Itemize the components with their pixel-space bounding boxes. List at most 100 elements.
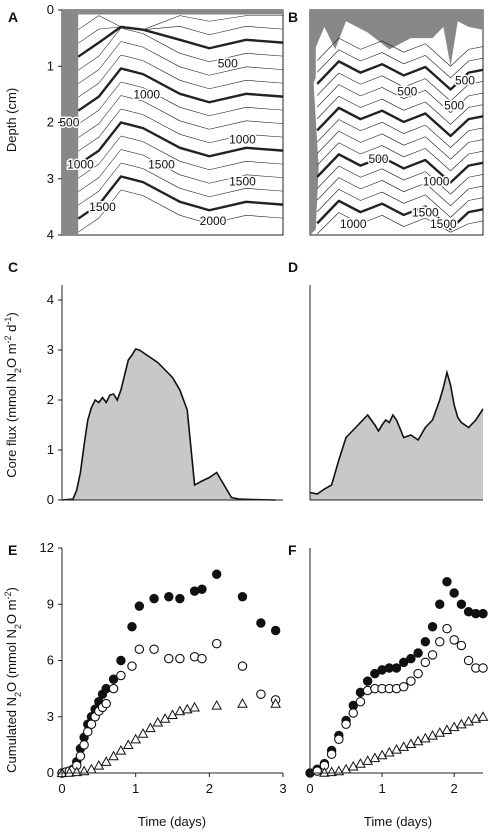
point-open-triangle: [159, 713, 171, 723]
point-open-triangle: [115, 744, 127, 755]
shaded-region: [62, 10, 79, 235]
point-filled-circle: [256, 618, 266, 628]
y-tick-label: 12: [40, 540, 54, 555]
point-open-circle: [175, 653, 185, 664]
point-open-triangle: [383, 746, 395, 757]
point-open-triangle: [362, 755, 374, 765]
shaded-region: [310, 10, 319, 235]
shaded-region: [310, 10, 483, 67]
point-filled-circle: [116, 655, 126, 666]
point-open-circle: [341, 719, 351, 729]
point-filled-circle: [270, 625, 281, 636]
y-tick-label: 0: [47, 492, 54, 507]
depth-axis-label: Depth (cm): [4, 88, 19, 152]
contour-line: [78, 189, 284, 233]
point-open-triangle: [130, 733, 142, 744]
x-tick-label: 2: [451, 781, 458, 796]
point-open-circle: [478, 663, 488, 673]
contour-label: 500: [444, 99, 464, 113]
contour-line: [316, 130, 484, 160]
point-filled-circle: [391, 663, 402, 673]
point-open-triangle: [145, 722, 156, 733]
point-open-triangle: [456, 718, 467, 729]
x-tick-label: 0: [306, 781, 313, 796]
contour-line-bold: [77, 121, 284, 166]
point-open-triangle: [398, 741, 410, 751]
point-open-triangle: [434, 727, 446, 737]
panel-label-d: D: [288, 259, 298, 275]
point-filled-circle: [134, 601, 145, 611]
x-tick-label: 1: [378, 781, 385, 796]
point-open-triangle: [391, 744, 402, 754]
point-open-triangle: [152, 716, 164, 727]
point-filled-circle: [237, 592, 248, 602]
x-tick-label: 3: [279, 781, 286, 796]
flux-line: [309, 369, 484, 495]
point-filled-circle: [449, 588, 459, 598]
contour-label: 1000: [229, 132, 256, 146]
axis-label-part: Core flux (mmol N: [4, 373, 19, 478]
contour-line: [78, 27, 284, 71]
flux-panel-c: 0 1 2 3 4: [47, 292, 276, 507]
x-tick-label: 1: [132, 781, 139, 796]
point-open-circle: [427, 650, 438, 660]
point-open-triangle: [93, 759, 105, 770]
point-filled-circle: [435, 599, 445, 609]
contour-line: [316, 49, 484, 79]
point-open-circle: [101, 698, 111, 709]
contour-label: 1500: [412, 206, 439, 220]
contour-line: [316, 188, 484, 218]
contour-label: 1500: [148, 158, 175, 172]
point-open-circle: [83, 726, 93, 737]
point-open-circle: [75, 751, 86, 761]
point-filled-circle: [149, 593, 159, 604]
point-open-triangle: [137, 728, 149, 738]
contour-label: 1000: [133, 87, 160, 101]
contour-line: [316, 84, 484, 114]
contour-line-bold: [316, 106, 484, 138]
point-filled-circle: [456, 599, 467, 609]
contour-line: [316, 165, 484, 195]
contour-panel-a: 500 1000 500 1000 1500 1000 1500 1500 2000 0 1 2 3 4: [47, 2, 284, 242]
y-tick-label: 0: [47, 765, 54, 780]
contour-label: 500: [368, 152, 388, 166]
flux-line: [61, 348, 276, 501]
point-open-triangle: [71, 766, 83, 777]
point-open-circle: [79, 740, 89, 750]
point-open-triangle: [405, 738, 417, 749]
axis-label-part: Cumulated N: [4, 697, 19, 773]
point-open-triangle: [319, 767, 330, 777]
point-open-circle: [348, 708, 358, 718]
contour-line: [78, 81, 284, 125]
contour-line: [316, 142, 484, 172]
panel-label-b: B: [288, 9, 298, 25]
point-open-circle: [406, 676, 416, 686]
flux-area: [62, 349, 276, 500]
contour-label: 1500: [430, 217, 457, 231]
contour-line: [78, 15, 283, 30]
contour-line: [78, 95, 284, 138]
point-open-circle: [420, 657, 431, 668]
point-filled-circle: [127, 622, 137, 632]
contour-line: [78, 135, 284, 179]
contour-line: [316, 177, 484, 207]
point-open-triangle: [122, 739, 134, 749]
y-tick-label: 0: [47, 2, 54, 17]
contour-label: 1500: [229, 175, 256, 189]
contour-label: 500: [455, 73, 475, 87]
point-open-circle: [86, 719, 97, 729]
contour-label: 1000: [67, 158, 94, 172]
contour-label: 1000: [423, 175, 450, 189]
point-open-triangle: [463, 715, 474, 726]
point-filled-circle: [362, 676, 373, 686]
point-filled-circle: [164, 592, 174, 602]
point-open-circle: [326, 749, 337, 759]
contour-line-bold: [77, 175, 284, 220]
point-open-triangle: [369, 752, 381, 763]
point-open-triangle: [270, 698, 281, 708]
point-open-triangle: [189, 701, 200, 712]
point-open-triangle: [181, 703, 193, 714]
y-tick-label: 3: [47, 171, 54, 186]
point-open-triangle: [376, 749, 388, 760]
